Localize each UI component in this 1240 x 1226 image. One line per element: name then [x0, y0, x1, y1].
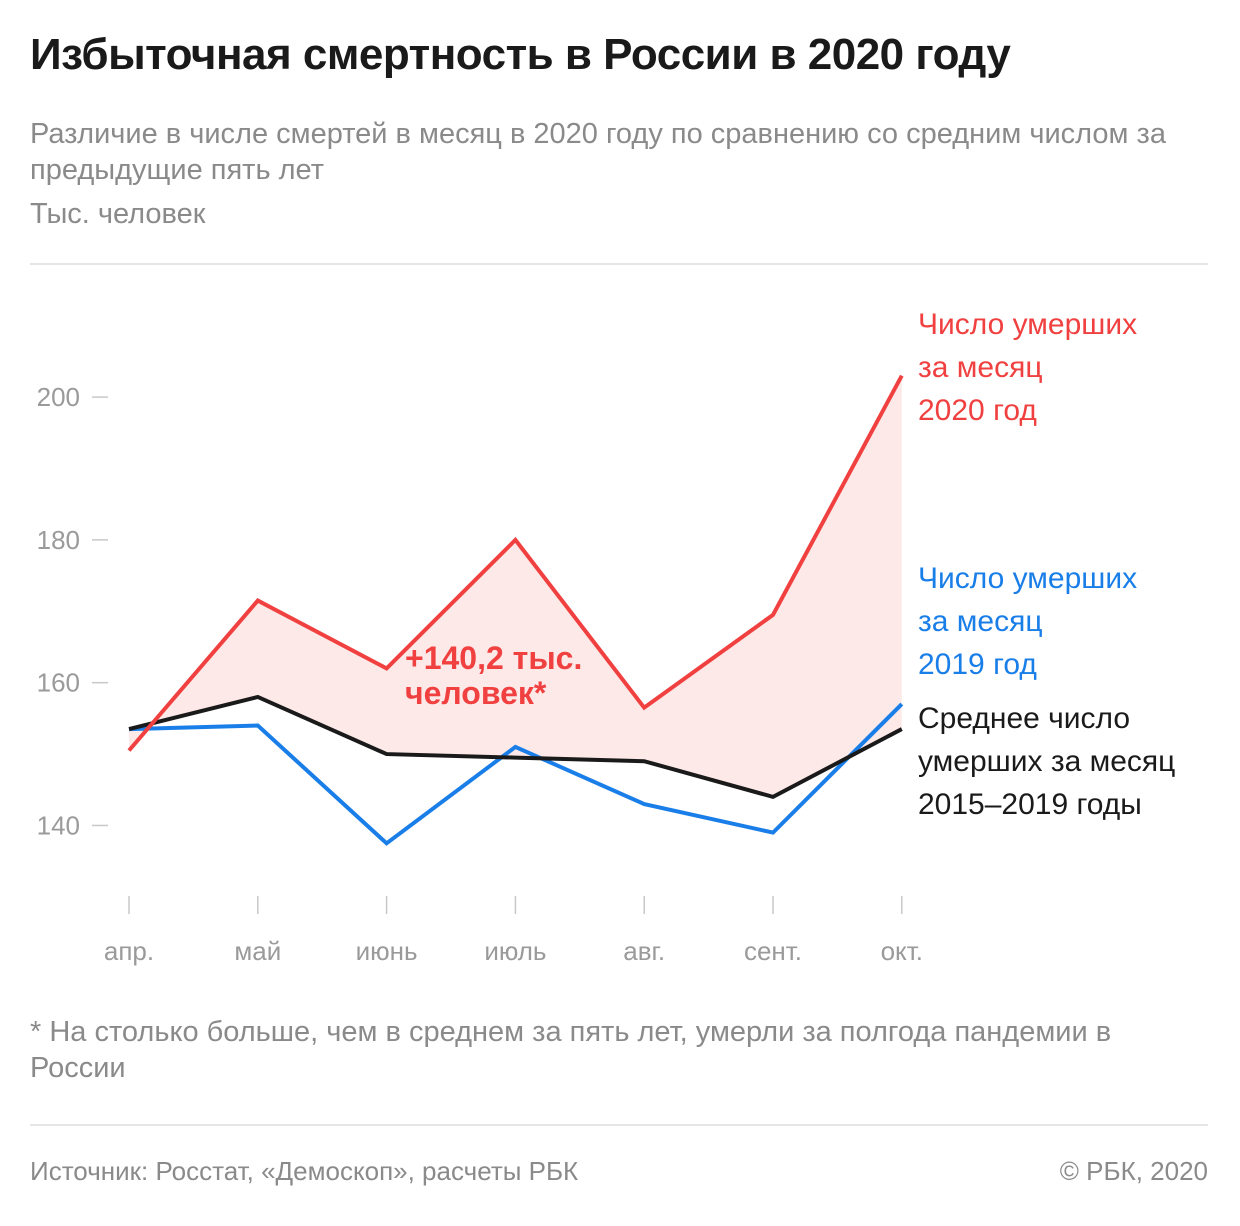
- x-tick-label: май: [234, 936, 281, 966]
- y-tick-label: 200: [37, 382, 80, 412]
- excess-annotation: +140,2 тыс. человек*: [405, 640, 582, 711]
- legend-line: за месяц: [918, 605, 1043, 638]
- excess-area: [129, 375, 902, 797]
- x-tick-label: июнь: [356, 936, 418, 966]
- excess-area-layer: [129, 375, 902, 797]
- series-line-average: [128, 694, 903, 800]
- legend-average: Среднее число умерших за месяц 2015–2019 г…: [918, 702, 1175, 821]
- legend-line: 2015–2019 годы: [918, 788, 1142, 821]
- series-line-2019: [128, 702, 904, 846]
- copyright-note: © РБК, 2020: [1059, 1156, 1208, 1186]
- legend-line: умерших за месяц: [918, 745, 1175, 778]
- top-divider: [30, 263, 1208, 265]
- y-tick-label: 140: [37, 810, 80, 840]
- y-tick-label: 160: [37, 668, 80, 698]
- annotation-line: человек*: [405, 675, 547, 711]
- legend-line: Число умерших: [918, 562, 1137, 595]
- legend-line: за месяц: [918, 351, 1043, 384]
- line-chart: 200 180 160 140 апр. май июнь июль авг. сент. окт.…: [37, 308, 1176, 966]
- x-tick-label: июль: [484, 936, 546, 966]
- axis-layer: 200 180 160 140 апр. май июнь июль авг. сент. окт.: [37, 382, 923, 966]
- chart-subtitle: Различие в числе смертей в месяц в 2020 …: [30, 118, 1166, 186]
- chart-title: Избыточная смертность в России в 2020 го…: [30, 30, 1011, 79]
- legend-line: Число умерших: [918, 308, 1137, 341]
- y-tick-label: 180: [37, 525, 80, 555]
- legend-line: 2019 год: [918, 648, 1037, 681]
- legend-line: Среднее число: [918, 702, 1130, 735]
- x-tick-label: авг.: [623, 936, 665, 966]
- legend-line: 2020 год: [918, 394, 1037, 427]
- bottom-divider: [30, 1124, 1208, 1126]
- legend-2020: Число умерших за месяц 2020 год: [918, 308, 1137, 427]
- x-tick-label: окт.: [881, 936, 923, 966]
- series-lines-layer: [127, 374, 904, 846]
- footnote: * На столько больше, чем в среднем за пя…: [30, 1016, 1112, 1084]
- unit-label: Тыс. человек: [30, 198, 206, 230]
- x-tick-label: апр.: [104, 936, 154, 966]
- x-tick-label: сент.: [744, 936, 802, 966]
- legend-2019: Число умерших за месяц 2019 год: [918, 562, 1137, 681]
- series-line-2020: [127, 374, 904, 752]
- source-note: Источник: Росстат, «Демоскоп», расчеты Р…: [30, 1156, 579, 1186]
- annotation-line: +140,2 тыс.: [405, 640, 582, 676]
